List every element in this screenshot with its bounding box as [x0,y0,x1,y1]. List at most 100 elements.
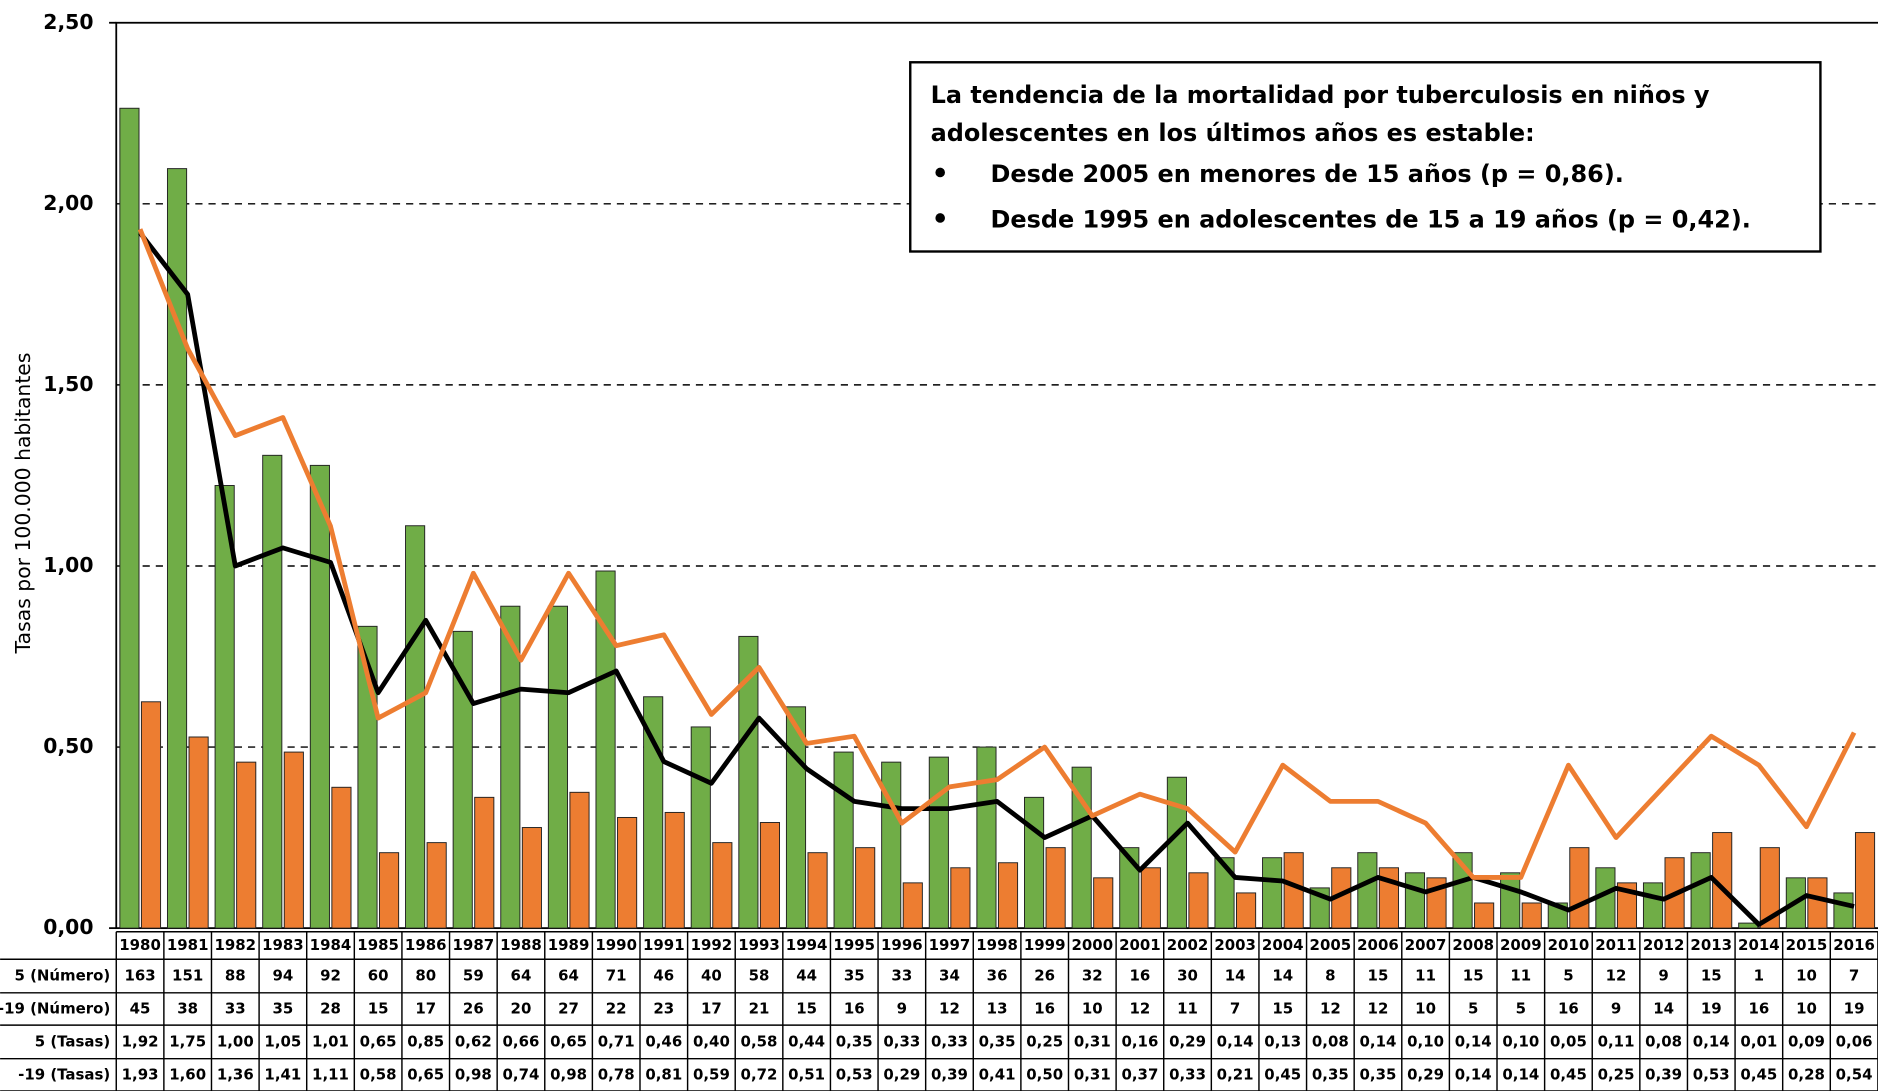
bar [569,791,590,929]
bar [140,701,162,929]
table-cell: 1,36 [217,1065,254,1083]
bar [738,635,759,929]
bar [1404,872,1426,929]
table-cell: 0,51 [788,1065,825,1083]
bar [759,822,781,929]
table-cell: 15 [796,999,817,1017]
x-tick-label: 1986 [405,936,447,954]
table-cell: 33 [225,999,246,1017]
table-cell: 45 [130,999,151,1017]
bar [712,842,733,929]
x-tick-label: 1996 [881,936,923,954]
table-cell: 0,58 [360,1065,397,1083]
table-cell: 40 [701,967,722,985]
table-cell: 0,81 [645,1065,682,1083]
x-tick-label: 2003 [1214,936,1256,954]
table-cell: 33 [891,967,912,985]
bar [1690,852,1711,929]
table-cell: 19 [1701,999,1722,1017]
table-cell: 16 [1034,999,1055,1017]
table-cell: 1,75 [169,1032,206,1050]
annotation-bullet: Desde 1995 en adolescentes de 15 a 19 añ… [990,205,1750,233]
table-cell: 26 [1034,967,1055,985]
bar [855,847,876,929]
x-tick-label: 1985 [357,936,399,954]
table-cell: 64 [558,967,579,985]
x-tick-label: 1992 [691,936,733,954]
table-cell: 0,72 [741,1065,778,1083]
y-tick-label: 1,50 [43,372,93,396]
x-tick-label: 1994 [786,936,828,954]
table-cell: 20 [511,999,532,1017]
line [137,228,1857,880]
table-cell: 15 [1701,967,1722,985]
table-cell: 5 [1468,999,1478,1017]
bar [1166,776,1187,929]
table-cell: 0,33 [1169,1065,1206,1083]
table-cell: 0,54 [1836,1065,1873,1083]
x-tick-label: 1989 [548,936,590,954]
table-cell: 30 [1177,967,1198,985]
bar [1188,872,1209,929]
table-cell: 0,06 [1836,1032,1873,1050]
bar [617,816,638,929]
x-tick-label: 2006 [1357,936,1399,954]
table-cell: 0,09 [1788,1032,1825,1050]
table-cell: 16 [1130,967,1151,985]
table-cell: 11 [1177,999,1198,1017]
table-cell: 0,53 [1693,1065,1730,1083]
table-cell: 0,33 [883,1032,920,1050]
table-cell: 0,59 [693,1065,730,1083]
table-cell: 0,14 [1693,1032,1730,1050]
table-cell: 0,71 [598,1032,635,1050]
bar [881,761,902,929]
table-cell: 38 [177,999,198,1017]
table-cell: 32 [1082,967,1103,985]
x-tick-label: 2005 [1310,936,1352,954]
table-cell: 0,53 [836,1065,873,1083]
table-cell: 0,62 [455,1032,492,1050]
x-tick-label: 2011 [1595,936,1637,954]
bar [1357,852,1378,929]
table-cell: 92 [320,967,341,985]
x-tick-label: 1997 [929,936,971,954]
bar [595,570,616,929]
table-cell: 15 [368,999,389,1017]
table-cell: 10 [1796,967,1817,985]
table-cell: 0,46 [645,1032,682,1050]
x-tick-label: 1984 [310,936,352,954]
table-cell: 7 [1230,999,1240,1017]
table-cell: 0,65 [550,1032,587,1050]
table-cell: 0,05 [1550,1032,1587,1050]
annotation-text: adolescentes en los últimos años es esta… [931,119,1535,147]
bar [1833,892,1854,929]
table-cell: 60 [368,967,389,985]
table-cell: 16 [844,999,865,1017]
table-cell: 80 [415,967,436,985]
table-cell: 12 [1368,999,1389,1017]
table-cell: 44 [796,967,817,985]
table-cell: 5 [1563,967,1573,985]
table-cell: 19 [1844,999,1865,1017]
table-cell: 0,35 [1312,1065,1349,1083]
table-cell: 15 [1368,967,1389,985]
table-cell: 0,35 [1360,1065,1397,1083]
table-cell: 1,05 [264,1032,301,1050]
table-cell: 15 [1272,999,1293,1017]
table-cell: 0,28 [1788,1065,1825,1083]
table-cell: 16 [1748,999,1769,1017]
x-tick-label: 1981 [167,936,209,954]
bar [976,746,997,929]
x-tick-label: 2002 [1167,936,1209,954]
x-tick-label: 2000 [1071,936,1113,954]
bar [452,630,473,929]
table-cell: 1,00 [217,1032,254,1050]
table-cell: 16 [1558,999,1579,1017]
bar [1283,852,1304,929]
bar [1500,872,1521,929]
table-cell: 5 [1516,999,1526,1017]
bar [1214,857,1235,929]
table-cell: 46 [653,967,674,985]
table-cell: 14 [1272,967,1293,985]
table-cell: 0,29 [1169,1032,1206,1050]
